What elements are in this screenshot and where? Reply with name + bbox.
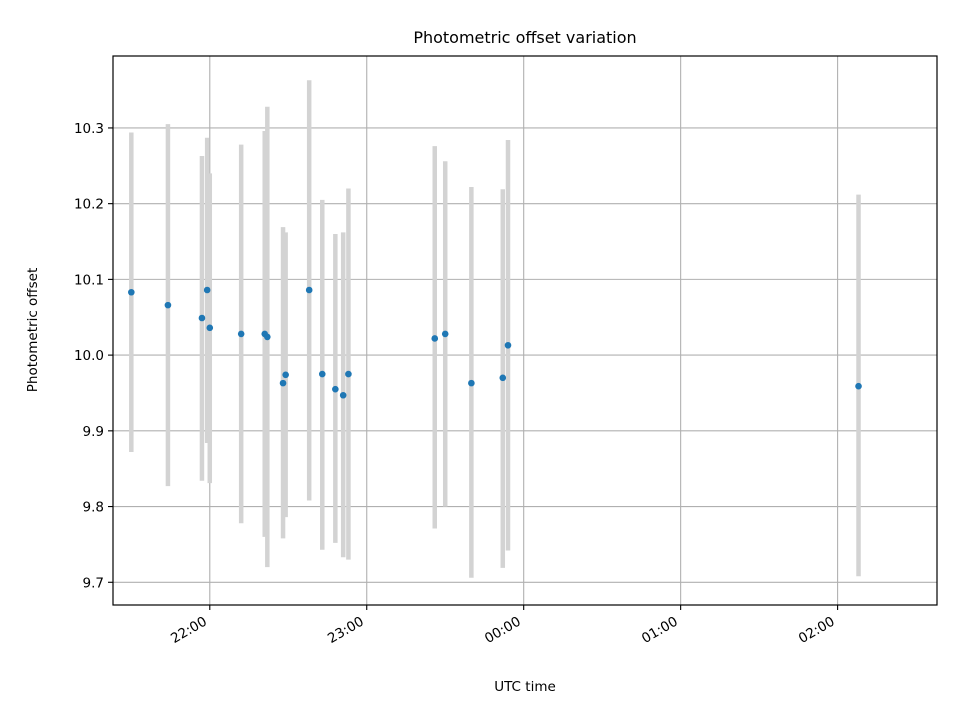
x-tick-label: 00:00: [482, 614, 524, 647]
x-tick-label: 01:00: [639, 614, 681, 647]
data-points: [128, 286, 862, 399]
data-point: [198, 314, 206, 322]
y-tick-label: 9.8: [83, 500, 104, 516]
grid-lines: [113, 56, 937, 605]
x-axis: 22:00 23:00 00:00 01:00 02:00: [168, 605, 839, 647]
data-point: [203, 286, 211, 294]
data-point: [468, 379, 475, 387]
x-tick-label: 02:00: [796, 614, 838, 647]
y-tick-label: 10.1: [74, 272, 104, 288]
data-point: [305, 286, 313, 294]
data-point: [855, 382, 862, 390]
data-point: [339, 391, 347, 399]
y-tick-label: 9.9: [83, 424, 104, 440]
y-tick-label: 10.0: [74, 348, 104, 364]
data-point: [282, 371, 289, 379]
y-axis-label: Photometric offset: [25, 268, 41, 392]
y-tick-label: 10.3: [74, 121, 104, 137]
x-tick-label: 22:00: [168, 614, 210, 647]
data-point: [431, 335, 439, 342]
y-tick-label: 9.7: [83, 575, 104, 591]
data-point: [128, 288, 135, 296]
chart-title: Photometric offset variation: [413, 28, 636, 47]
data-point: [504, 341, 512, 349]
plot-frame: [112, 55, 938, 606]
x-axis-label: UTC time: [494, 679, 556, 695]
data-point: [441, 330, 449, 338]
data-point: [345, 370, 352, 378]
data-point: [164, 301, 172, 309]
data-point: [499, 374, 507, 382]
data-point: [279, 379, 287, 387]
data-point: [264, 333, 271, 341]
data-point: [237, 330, 245, 338]
y-axis: 9.7 9.8 9.9 10.0 10.1 10.2 10.3: [74, 121, 113, 591]
x-tick-label: 23:00: [325, 614, 367, 647]
y-tick-label: 10.2: [74, 197, 104, 213]
error-bars: [129, 80, 861, 578]
data-point: [332, 385, 339, 393]
data-point: [206, 324, 214, 332]
data-point: [318, 370, 326, 378]
